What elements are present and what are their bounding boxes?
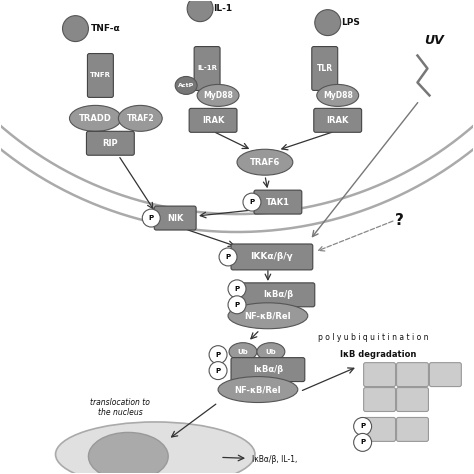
Ellipse shape (89, 432, 168, 474)
Circle shape (315, 9, 341, 36)
Circle shape (187, 0, 213, 22)
Text: P: P (149, 215, 154, 221)
Circle shape (228, 296, 246, 314)
Ellipse shape (317, 84, 359, 106)
Ellipse shape (229, 343, 257, 361)
Ellipse shape (55, 422, 255, 474)
Text: P: P (226, 254, 230, 260)
Ellipse shape (70, 105, 121, 131)
FancyBboxPatch shape (254, 190, 302, 214)
FancyBboxPatch shape (364, 363, 395, 387)
Text: P: P (235, 286, 239, 292)
Circle shape (209, 362, 227, 380)
Text: IRAK: IRAK (327, 116, 349, 125)
Text: P: P (235, 302, 239, 308)
Text: NF-κB/Rel: NF-κB/Rel (245, 311, 291, 320)
Text: ActP: ActP (178, 83, 194, 88)
Text: NF-κB/Rel: NF-κB/Rel (235, 385, 281, 394)
Text: ?: ? (395, 212, 404, 228)
Text: TRAF2: TRAF2 (127, 114, 154, 123)
Circle shape (63, 16, 89, 42)
Text: P: P (216, 352, 220, 358)
Circle shape (354, 433, 372, 451)
FancyBboxPatch shape (154, 206, 196, 230)
FancyBboxPatch shape (429, 363, 461, 387)
Text: UV: UV (425, 34, 444, 47)
Ellipse shape (175, 76, 197, 94)
Text: IRAK: IRAK (202, 116, 224, 125)
Text: IL-1: IL-1 (213, 4, 232, 13)
Circle shape (209, 346, 227, 364)
Ellipse shape (218, 376, 298, 402)
FancyBboxPatch shape (314, 109, 362, 132)
Text: Ub: Ub (237, 349, 248, 355)
FancyBboxPatch shape (189, 109, 237, 132)
Text: IκBα/β: IκBα/β (253, 365, 283, 374)
Text: IκBα/β, IL-1,: IκBα/β, IL-1, (252, 455, 297, 464)
Circle shape (219, 248, 237, 266)
FancyBboxPatch shape (87, 54, 113, 98)
FancyBboxPatch shape (194, 46, 220, 91)
Text: p o l y u b i q u i t i n a t i o n: p o l y u b i q u i t i n a t i o n (318, 333, 428, 342)
Ellipse shape (257, 343, 285, 361)
Text: P: P (360, 423, 365, 429)
FancyBboxPatch shape (397, 388, 428, 411)
Text: P: P (249, 199, 255, 205)
Text: MyD88: MyD88 (203, 91, 233, 100)
Text: IκBα/β: IκBα/β (263, 291, 293, 299)
Circle shape (354, 418, 372, 436)
Ellipse shape (228, 303, 308, 329)
Circle shape (142, 209, 160, 227)
Text: TRAF6: TRAF6 (250, 158, 280, 167)
FancyBboxPatch shape (364, 418, 395, 441)
Text: NIK: NIK (167, 214, 183, 223)
Text: Ub: Ub (265, 349, 276, 355)
Text: LPS: LPS (341, 18, 360, 27)
Text: IL-1R: IL-1R (197, 65, 217, 72)
FancyBboxPatch shape (312, 46, 337, 91)
FancyBboxPatch shape (397, 363, 428, 387)
Text: RIP: RIP (102, 139, 118, 148)
Text: TRADD: TRADD (79, 114, 112, 123)
Ellipse shape (237, 149, 293, 175)
Text: translocation to
the nucleus: translocation to the nucleus (91, 398, 150, 417)
Text: P: P (216, 368, 220, 374)
Text: P: P (360, 439, 365, 446)
Text: TLR: TLR (317, 64, 333, 73)
FancyBboxPatch shape (231, 244, 313, 270)
Ellipse shape (118, 105, 162, 131)
Text: TNFR: TNFR (90, 73, 111, 79)
Text: IκB degradation: IκB degradation (340, 350, 416, 359)
FancyBboxPatch shape (231, 358, 305, 382)
Text: MyD88: MyD88 (323, 91, 353, 100)
Circle shape (243, 193, 261, 211)
Text: TAK1: TAK1 (266, 198, 290, 207)
Ellipse shape (197, 84, 239, 106)
FancyBboxPatch shape (241, 283, 315, 307)
FancyBboxPatch shape (86, 131, 134, 155)
Text: TNF-α: TNF-α (91, 24, 120, 33)
Text: IKKα/β/γ: IKKα/β/γ (251, 253, 293, 262)
FancyBboxPatch shape (364, 388, 395, 411)
Circle shape (228, 280, 246, 298)
FancyBboxPatch shape (397, 418, 428, 441)
